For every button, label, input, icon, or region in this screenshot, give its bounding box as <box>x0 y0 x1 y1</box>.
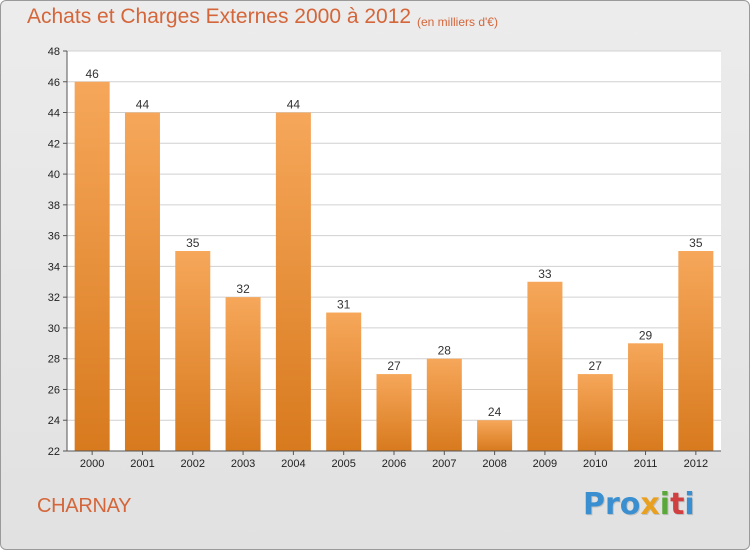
x-tick-label: 2003 <box>231 458 255 470</box>
bar <box>74 81 110 452</box>
y-tick-label: 26 <box>48 384 60 396</box>
chart-title: Achats et Charges Externes 2000 à 2012 <box>27 5 412 28</box>
data-label: 35 <box>689 236 703 250</box>
x-tick-label: 2010 <box>583 458 607 470</box>
y-tick-label: 32 <box>48 292 60 304</box>
bar <box>275 112 311 452</box>
bar <box>225 297 261 451</box>
bar <box>426 358 462 451</box>
x-axis: 2000 2001 2002 2003 2004 2005 2006 2007 2008 2009… <box>67 450 721 470</box>
y-tick-label: 36 <box>48 231 60 243</box>
y-tick-label: 34 <box>48 261 60 273</box>
logo-letter: i <box>684 487 695 522</box>
x-tick-label: 2009 <box>533 458 557 470</box>
y-axis: 22 24 26 28 30 32 34 36 38 40 42 44 46 48 <box>48 46 68 458</box>
x-tick-label: 2002 <box>181 458 205 470</box>
x-tick-label: 2005 <box>331 458 355 470</box>
data-label: 27 <box>387 359 401 373</box>
data-label: 44 <box>287 98 301 112</box>
bar <box>175 251 211 451</box>
y-tick-label: 28 <box>48 354 60 366</box>
bar-series: 46 44 35 32 44 31 27 28 24 33 27 29 35 <box>74 67 714 452</box>
commune-name: CHARNAY <box>37 495 132 517</box>
data-label: 31 <box>337 298 351 312</box>
x-tick-label: 2012 <box>684 458 708 470</box>
x-tick-label: 2006 <box>382 458 406 470</box>
data-label: 33 <box>538 267 552 281</box>
bar <box>678 251 714 451</box>
x-tick-label: 2008 <box>482 458 506 470</box>
x-tick-label: 2001 <box>130 458 154 470</box>
bar <box>124 112 160 452</box>
x-tick-label: 2004 <box>281 458 305 470</box>
data-label: 46 <box>85 67 99 81</box>
y-tick-label: 38 <box>48 200 60 212</box>
x-tick-label: 2007 <box>432 458 456 470</box>
bar <box>577 374 613 451</box>
bar <box>477 420 513 451</box>
data-label: 44 <box>136 98 150 112</box>
logo-letter: t <box>670 487 685 522</box>
y-tick-label: 48 <box>48 46 60 58</box>
y-tick-label: 30 <box>48 323 60 335</box>
proxiti-logo: Proxiti <box>583 487 695 522</box>
chart-subtitle: (en milliers d'€) <box>417 15 498 29</box>
data-label: 29 <box>639 328 653 342</box>
data-label: 32 <box>236 282 250 296</box>
y-tick-label: 40 <box>48 169 60 181</box>
data-label: 24 <box>488 405 502 419</box>
y-tick-label: 24 <box>48 415 60 427</box>
data-label: 35 <box>186 236 200 250</box>
logo-letter: i <box>659 487 671 522</box>
y-tick-label: 22 <box>48 446 60 458</box>
x-tick-label: 2000 <box>80 458 104 470</box>
data-label: 28 <box>438 344 452 358</box>
x-tick-label: 2011 <box>634 458 658 470</box>
y-tick-label: 46 <box>48 77 60 89</box>
y-tick-label: 42 <box>48 138 60 150</box>
logo-letter: Pro <box>583 487 641 522</box>
y-tick-label: 44 <box>48 108 60 120</box>
bar <box>628 343 664 451</box>
bar <box>527 281 563 451</box>
bar <box>376 374 412 451</box>
logo-letter: x <box>640 487 660 522</box>
data-label: 27 <box>589 359 603 373</box>
bar <box>326 312 362 451</box>
